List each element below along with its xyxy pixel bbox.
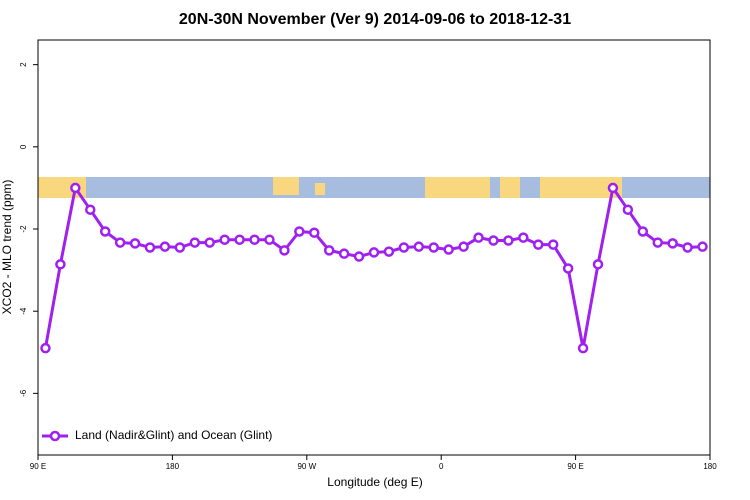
point <box>488 235 499 246</box>
legend-marker <box>49 430 61 442</box>
y-tick-label: 0 <box>19 144 28 149</box>
point <box>518 232 529 243</box>
x-tick-label: 90 E <box>567 462 583 471</box>
point <box>562 263 574 274</box>
legend-label: Land (Nadir&Glint) and Ocean (Glint) <box>75 428 272 442</box>
point <box>398 242 410 253</box>
point <box>458 241 469 252</box>
point <box>323 245 335 256</box>
point <box>383 246 395 257</box>
point <box>189 237 201 248</box>
point <box>264 234 275 245</box>
point <box>413 241 425 252</box>
point <box>637 226 649 237</box>
x-tick-label: 180 <box>166 462 180 471</box>
point <box>309 227 320 238</box>
y-tick-label: -4 <box>19 307 28 315</box>
point <box>577 342 589 354</box>
point <box>129 238 141 249</box>
x-axis-label: Longitude (deg E) <box>327 475 422 489</box>
x-tick-label: 0 <box>439 462 444 471</box>
y-axis-label: XCO2 - MLO trend (ppm) <box>0 180 14 315</box>
point <box>697 241 708 252</box>
point <box>85 204 96 215</box>
point <box>114 237 126 248</box>
point <box>503 235 514 246</box>
point <box>682 242 693 253</box>
point <box>70 182 81 194</box>
point <box>204 237 215 248</box>
point <box>607 182 619 194</box>
y-tick-label: 2 <box>19 62 28 67</box>
point <box>338 248 350 259</box>
point <box>667 238 678 249</box>
point <box>652 237 663 248</box>
point <box>174 242 186 253</box>
point <box>159 241 171 252</box>
point <box>294 226 305 237</box>
point <box>55 259 66 270</box>
point <box>234 234 245 245</box>
point <box>353 251 365 262</box>
point <box>622 204 634 215</box>
y-tick-label: -2 <box>19 225 28 233</box>
point <box>144 242 156 253</box>
y-tick-label: -6 <box>19 389 28 397</box>
point <box>40 342 51 354</box>
point <box>279 245 290 256</box>
point <box>99 226 111 237</box>
point <box>547 239 559 250</box>
point <box>592 259 604 270</box>
point <box>473 232 484 243</box>
point <box>368 247 380 258</box>
point <box>533 239 544 250</box>
x-tick-label: 90 W <box>297 462 316 471</box>
point <box>443 244 454 255</box>
point <box>219 234 230 245</box>
point <box>249 234 260 245</box>
plot-frame <box>37 39 711 456</box>
point <box>428 242 439 253</box>
x-tick-label: 180 <box>703 462 717 471</box>
x-tick-label: 90 E <box>30 462 46 471</box>
chart-title: 20N-30N November (Ver 9) 2014-09-06 to 2… <box>179 11 571 28</box>
series-line <box>43 184 703 349</box>
